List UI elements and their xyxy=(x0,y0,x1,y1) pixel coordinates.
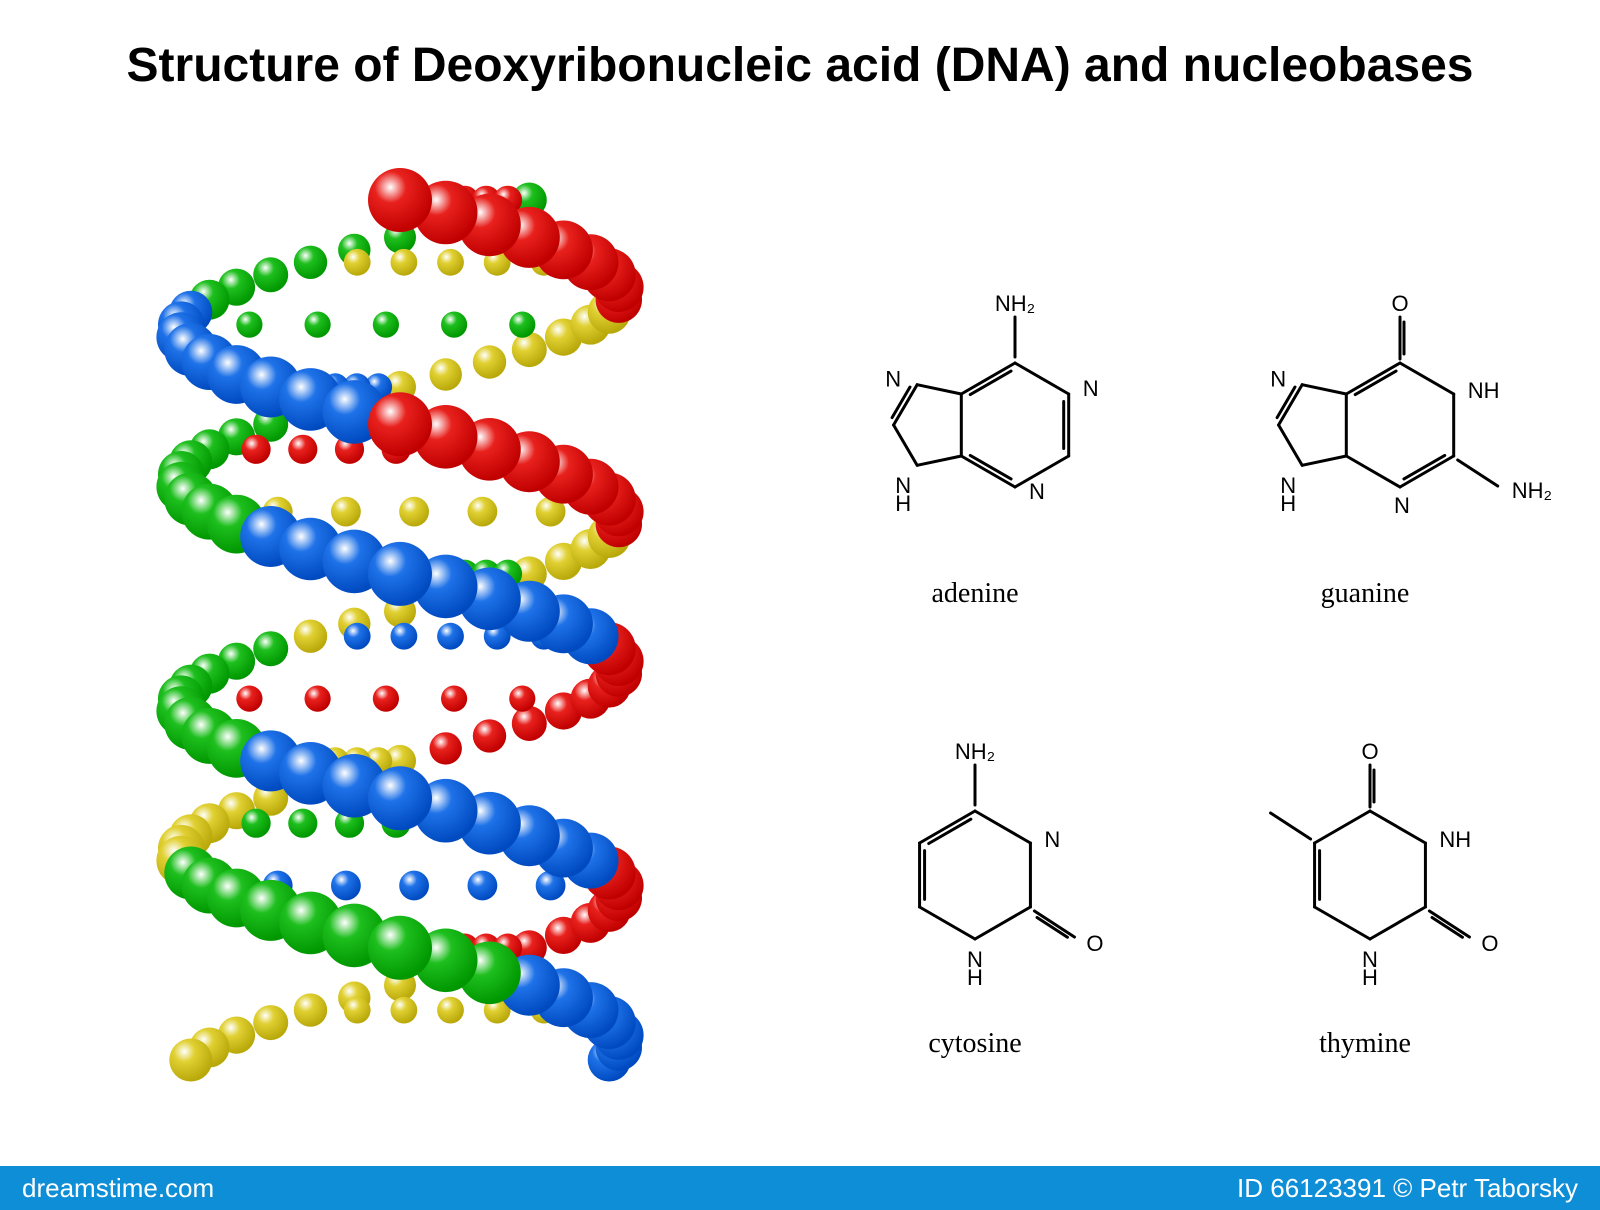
svg-text:H: H xyxy=(1362,965,1378,990)
svg-text:O: O xyxy=(1391,291,1408,316)
svg-text:O: O xyxy=(1481,931,1498,956)
nucleobase-cytosine: NH₂NONH cytosine xyxy=(780,650,1170,1100)
page-title: Structure of Deoxyribonucleic acid (DNA)… xyxy=(0,38,1600,93)
svg-text:NH₂: NH₂ xyxy=(1512,478,1552,503)
thymine-structure: ONHONH xyxy=(1215,705,1515,1010)
dna-helix xyxy=(80,150,720,1110)
guanine-structure: ONHNNH₂NNH xyxy=(1195,255,1535,560)
nucleobase-guanine: ONHNNH₂NNH guanine xyxy=(1170,200,1560,650)
guanine-label: guanine xyxy=(1321,578,1410,610)
footer-bar: dreamstime.com ID 66123391 © Petr Tabors… xyxy=(0,1166,1600,1210)
svg-text:N: N xyxy=(1394,493,1410,518)
svg-text:O: O xyxy=(1086,931,1103,956)
cytosine-structure: NH₂NONH xyxy=(835,705,1115,1010)
nucleobase-adenine: NH₂NNNNH adenine xyxy=(780,200,1170,650)
svg-text:NH: NH xyxy=(1439,827,1471,852)
page: Structure of Deoxyribonucleic acid (DNA)… xyxy=(0,0,1600,1210)
thymine-label: thymine xyxy=(1319,1028,1411,1060)
adenine-label: adenine xyxy=(931,578,1018,610)
svg-text:H: H xyxy=(895,491,911,516)
svg-text:H: H xyxy=(1280,491,1296,516)
svg-text:H: H xyxy=(967,965,983,990)
svg-text:NH: NH xyxy=(1468,378,1500,403)
nucleobase-grid: NH₂NNNNH adenine ONHNNH₂NNH guanine NH₂N… xyxy=(780,200,1560,1100)
footer-site: dreamstime.com xyxy=(22,1173,214,1204)
svg-text:N: N xyxy=(1029,479,1045,504)
adenine-structure: NH₂NNNNH xyxy=(815,255,1135,560)
svg-text:NH₂: NH₂ xyxy=(955,739,995,764)
footer-credit: ID 66123391 © Petr Taborsky xyxy=(1237,1173,1578,1204)
svg-text:N: N xyxy=(1044,827,1060,852)
svg-text:O: O xyxy=(1361,739,1378,764)
svg-text:N: N xyxy=(1270,367,1286,392)
nucleobase-thymine: ONHONH thymine xyxy=(1170,650,1560,1100)
cytosine-label: cytosine xyxy=(928,1028,1021,1060)
svg-text:NH₂: NH₂ xyxy=(995,291,1035,316)
svg-text:N: N xyxy=(1083,376,1099,401)
svg-text:N: N xyxy=(885,367,901,392)
